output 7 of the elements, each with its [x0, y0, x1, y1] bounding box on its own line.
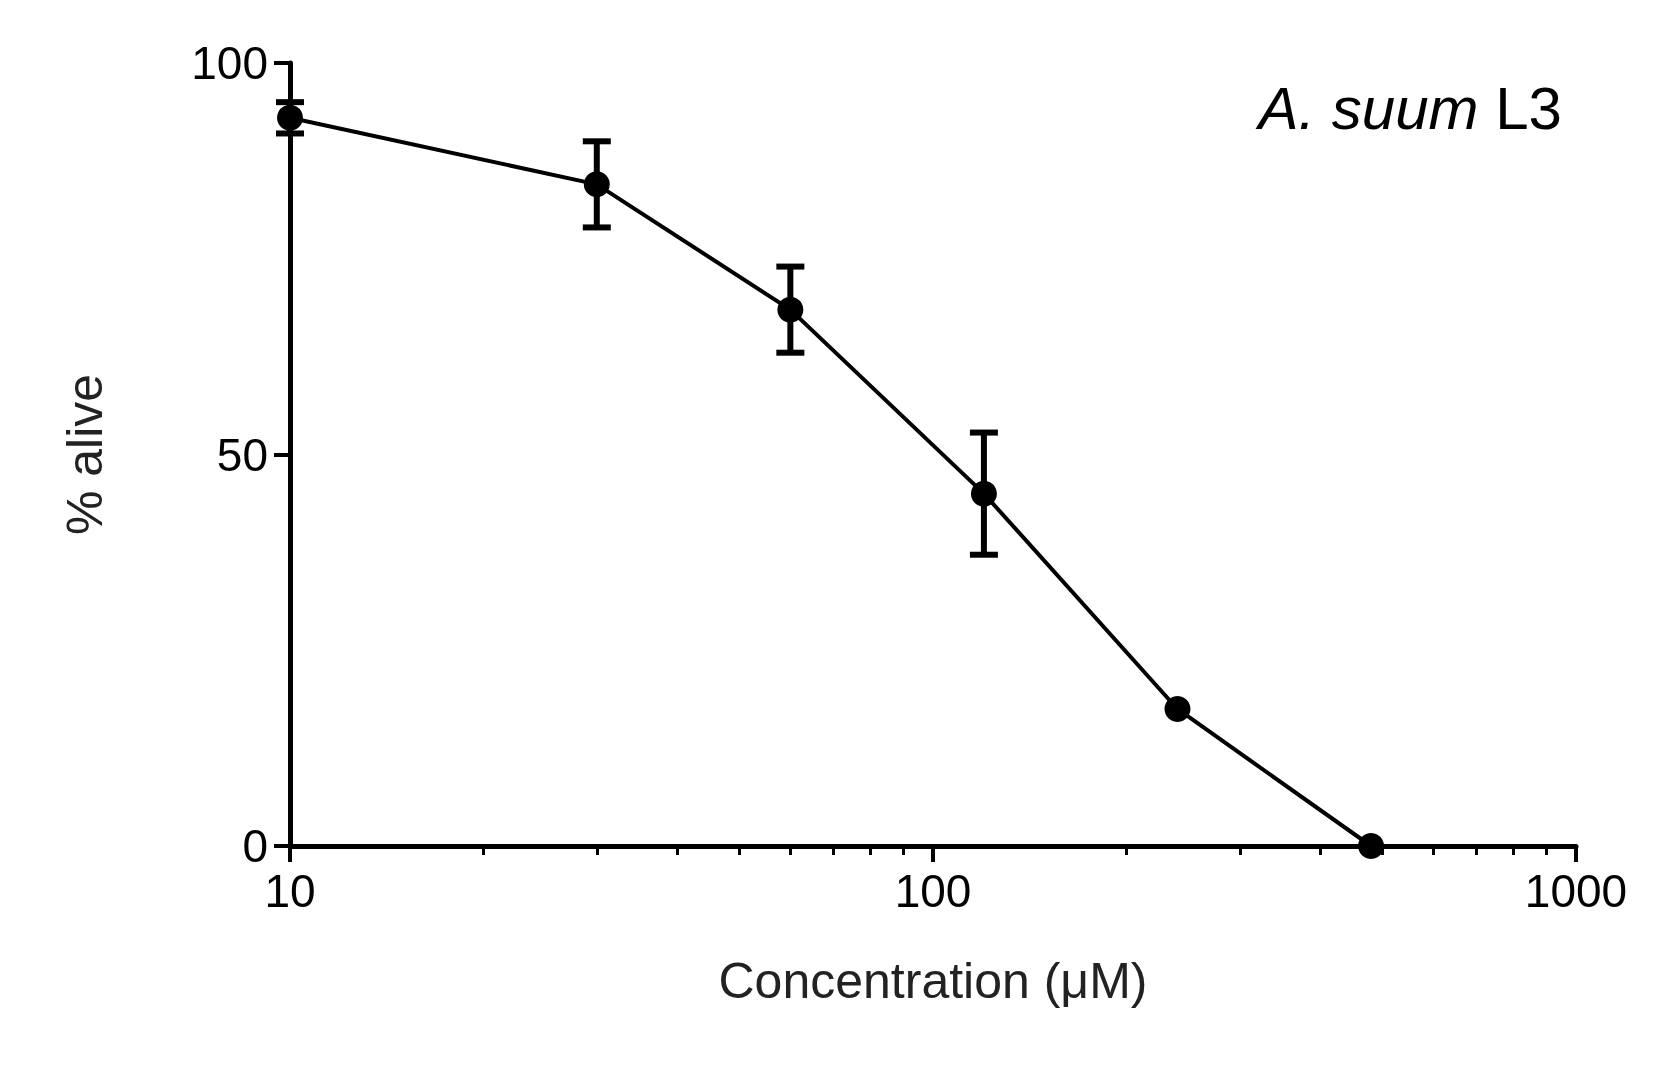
chart-title: A. suum L3 — [1255, 74, 1563, 142]
x-axis-title: Concentration (μM) — [718, 953, 1148, 1009]
y-tick-label: 50 — [216, 428, 268, 481]
y-tick-label: 100 — [191, 37, 268, 89]
y-axis-title: % alive — [57, 373, 113, 536]
x-tick-label: 100 — [894, 865, 972, 917]
x-tick-label: 1000 — [1524, 865, 1628, 917]
